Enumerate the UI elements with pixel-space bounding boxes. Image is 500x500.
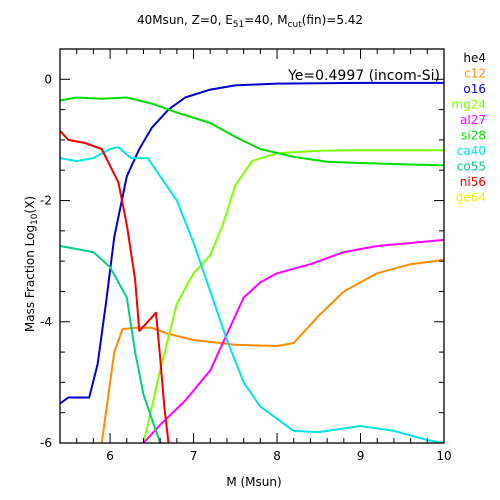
x-tick-label: 6 <box>106 449 114 463</box>
chart-title: 40Msun, Z=0, E51=40, Mcut(fin)=5.42 <box>137 13 363 30</box>
x-tick-label: 7 <box>190 449 198 463</box>
series-line-mg24 <box>142 149 444 443</box>
axes-frame <box>59 48 445 444</box>
y-tick-label: -4 <box>40 315 52 329</box>
series-line-co55 <box>60 245 162 443</box>
legend-entry-co55: co55 <box>457 160 486 174</box>
x-axis-title: M (Msun) <box>226 475 281 489</box>
plot-frame <box>59 48 445 444</box>
series-line-si28 <box>60 96 444 167</box>
series-line-ca40 <box>60 146 444 443</box>
annotation-text: Ye=0.4997 (incom-Si) <box>287 68 440 84</box>
legend-entry-mg24: mg24 <box>451 98 486 112</box>
x-tick-label: 8 <box>273 449 281 463</box>
y-tick-label: 0 <box>44 72 52 86</box>
series-line-c12 <box>100 258 444 443</box>
legend-entry-ni56: ni56 <box>460 175 486 189</box>
axis-ticks: 6 7 8 9 10 0 -2 -4 -6 <box>40 48 452 463</box>
legend-entry-o16: o16 <box>463 82 486 96</box>
series-line-al27 <box>142 238 444 443</box>
legend-entry-si28: si28 <box>461 129 486 143</box>
legend-entry-ge64: ge64 <box>456 191 486 205</box>
y-tick-label: -6 <box>40 436 52 450</box>
legend-entry-he4: he4 <box>463 51 486 65</box>
y-axis-title: Mass Fraction Log10(X) <box>23 196 40 332</box>
legend-entry-c12: c12 <box>464 67 486 81</box>
legend-entry-ca40: ca40 <box>457 144 486 158</box>
series-layer <box>60 81 444 443</box>
series-line-o16 <box>60 81 444 405</box>
series-line-ni56 <box>60 130 170 443</box>
legend-entry-al27: al27 <box>460 113 486 127</box>
y-tick-label: -2 <box>40 194 52 208</box>
x-tick-label: 9 <box>357 449 365 463</box>
x-tick-label: 10 <box>436 449 451 463</box>
